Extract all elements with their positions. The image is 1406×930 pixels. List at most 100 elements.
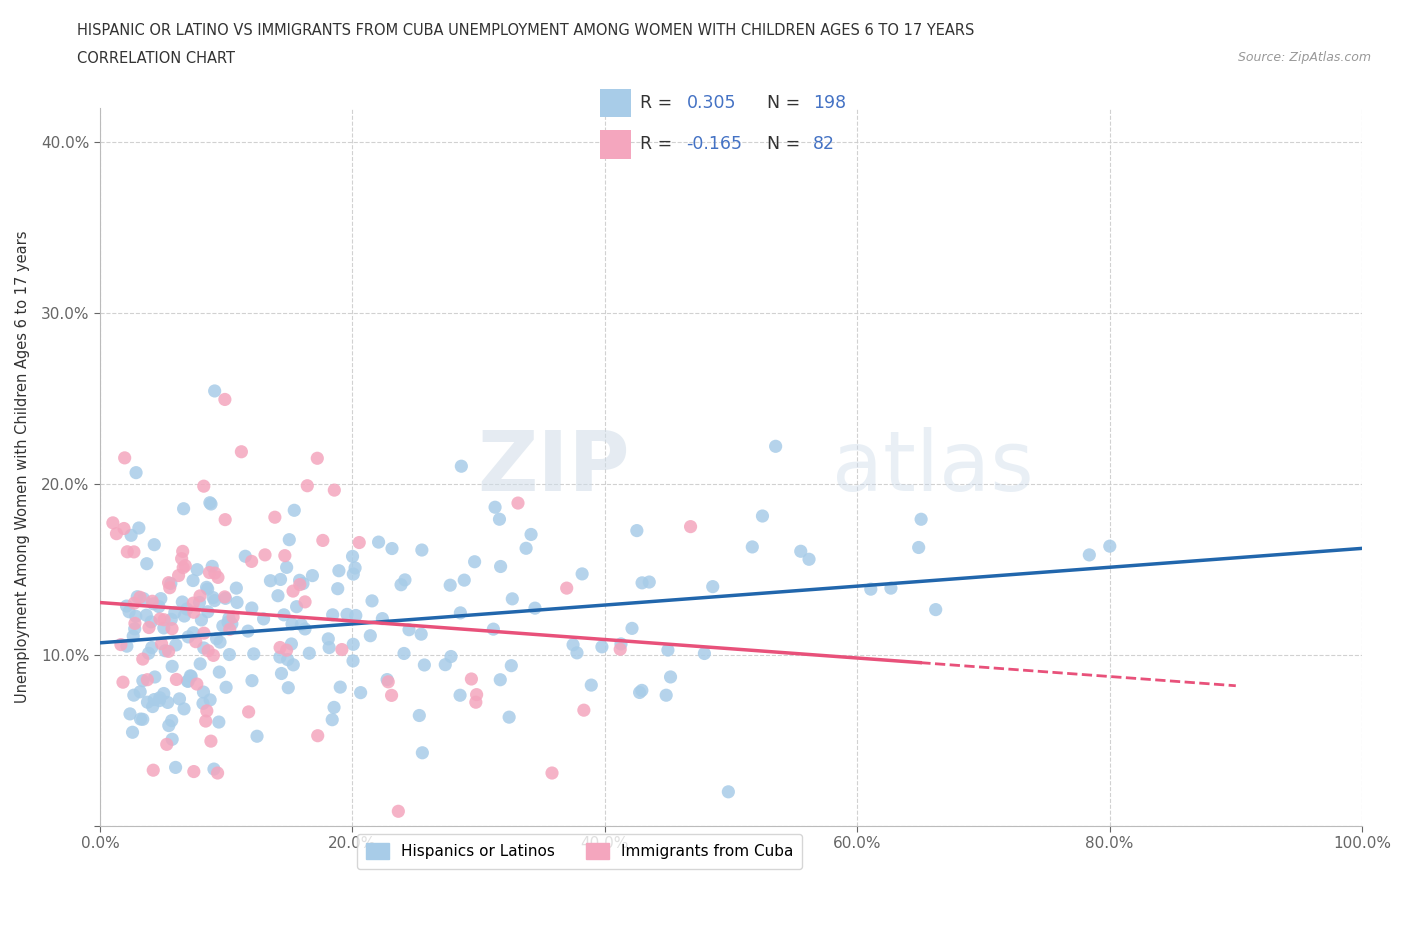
Point — [610, 636, 633, 651]
Point — [523, 601, 546, 616]
Point — [501, 591, 523, 606]
Point — [307, 728, 329, 743]
Point — [200, 734, 222, 749]
Point — [489, 672, 512, 687]
Point — [541, 765, 564, 780]
Point — [626, 524, 648, 538]
Point — [193, 684, 215, 699]
Point — [105, 526, 128, 541]
FancyBboxPatch shape — [600, 88, 631, 117]
Text: Source: ZipAtlas.com: Source: ZipAtlas.com — [1237, 51, 1371, 64]
Point — [655, 688, 678, 703]
Text: R =: R = — [640, 94, 672, 112]
Point — [361, 593, 384, 608]
Point — [207, 570, 229, 585]
Point — [132, 673, 155, 688]
Point — [143, 538, 166, 552]
Point — [165, 672, 187, 687]
Point — [180, 669, 202, 684]
Point — [141, 594, 163, 609]
Point — [342, 549, 364, 564]
Point — [797, 551, 820, 566]
Point — [143, 670, 166, 684]
Point — [118, 604, 141, 619]
Point — [498, 710, 520, 724]
Point — [176, 673, 198, 688]
Point — [157, 718, 180, 733]
Point — [267, 589, 290, 604]
Point — [411, 745, 433, 760]
Point — [765, 439, 787, 454]
Point — [413, 658, 436, 672]
Point — [298, 645, 321, 660]
Point — [283, 658, 305, 672]
Point — [120, 528, 142, 543]
Point — [318, 640, 340, 655]
Point — [389, 578, 412, 592]
Point — [307, 451, 329, 466]
Point — [326, 581, 349, 596]
Point — [218, 611, 240, 626]
Point — [631, 576, 654, 591]
Point — [225, 580, 247, 595]
Point — [925, 602, 948, 617]
Point — [381, 541, 404, 556]
Point — [202, 648, 225, 663]
Point — [276, 560, 298, 575]
Point — [238, 704, 260, 719]
Point — [208, 634, 231, 649]
Text: -0.165: -0.165 — [686, 136, 742, 153]
Point — [657, 643, 679, 658]
Point — [342, 637, 364, 652]
Point — [316, 631, 339, 646]
Point — [193, 479, 215, 494]
Point — [1078, 548, 1101, 563]
Point — [204, 593, 226, 608]
Point — [371, 611, 394, 626]
Point — [172, 560, 194, 575]
Point — [270, 666, 292, 681]
Point — [285, 599, 308, 614]
Point — [184, 634, 207, 649]
Point — [484, 499, 506, 514]
Point — [197, 581, 219, 596]
Point — [628, 685, 651, 700]
Legend: Hispanics or Latinos, Immigrants from Cuba: Hispanics or Latinos, Immigrants from Cu… — [357, 834, 803, 869]
Point — [344, 608, 367, 623]
Point — [159, 580, 181, 595]
Point — [790, 544, 813, 559]
Point — [135, 608, 157, 623]
Point — [450, 458, 472, 473]
Point — [177, 630, 200, 644]
Point — [387, 804, 409, 818]
Point — [124, 621, 146, 636]
Point — [226, 595, 249, 610]
Point — [520, 527, 543, 542]
Point — [143, 692, 166, 707]
Point — [489, 559, 512, 574]
Point — [439, 578, 461, 592]
Point — [195, 580, 218, 595]
Point — [236, 624, 259, 639]
Point — [294, 621, 316, 636]
Point — [322, 607, 344, 622]
Point — [202, 762, 225, 777]
Point — [506, 496, 529, 511]
Point — [181, 573, 204, 588]
Point — [270, 572, 292, 587]
Point — [907, 540, 929, 555]
Point — [741, 539, 763, 554]
Point — [329, 680, 352, 695]
Point — [240, 673, 263, 688]
Point — [215, 680, 238, 695]
Point — [153, 644, 176, 658]
Point — [160, 659, 183, 674]
Point — [565, 645, 588, 660]
Point — [328, 564, 350, 578]
Point — [208, 665, 231, 680]
Point — [181, 595, 204, 610]
Point — [464, 695, 486, 710]
Point — [156, 737, 179, 751]
Point — [571, 566, 593, 581]
Point — [197, 604, 219, 619]
